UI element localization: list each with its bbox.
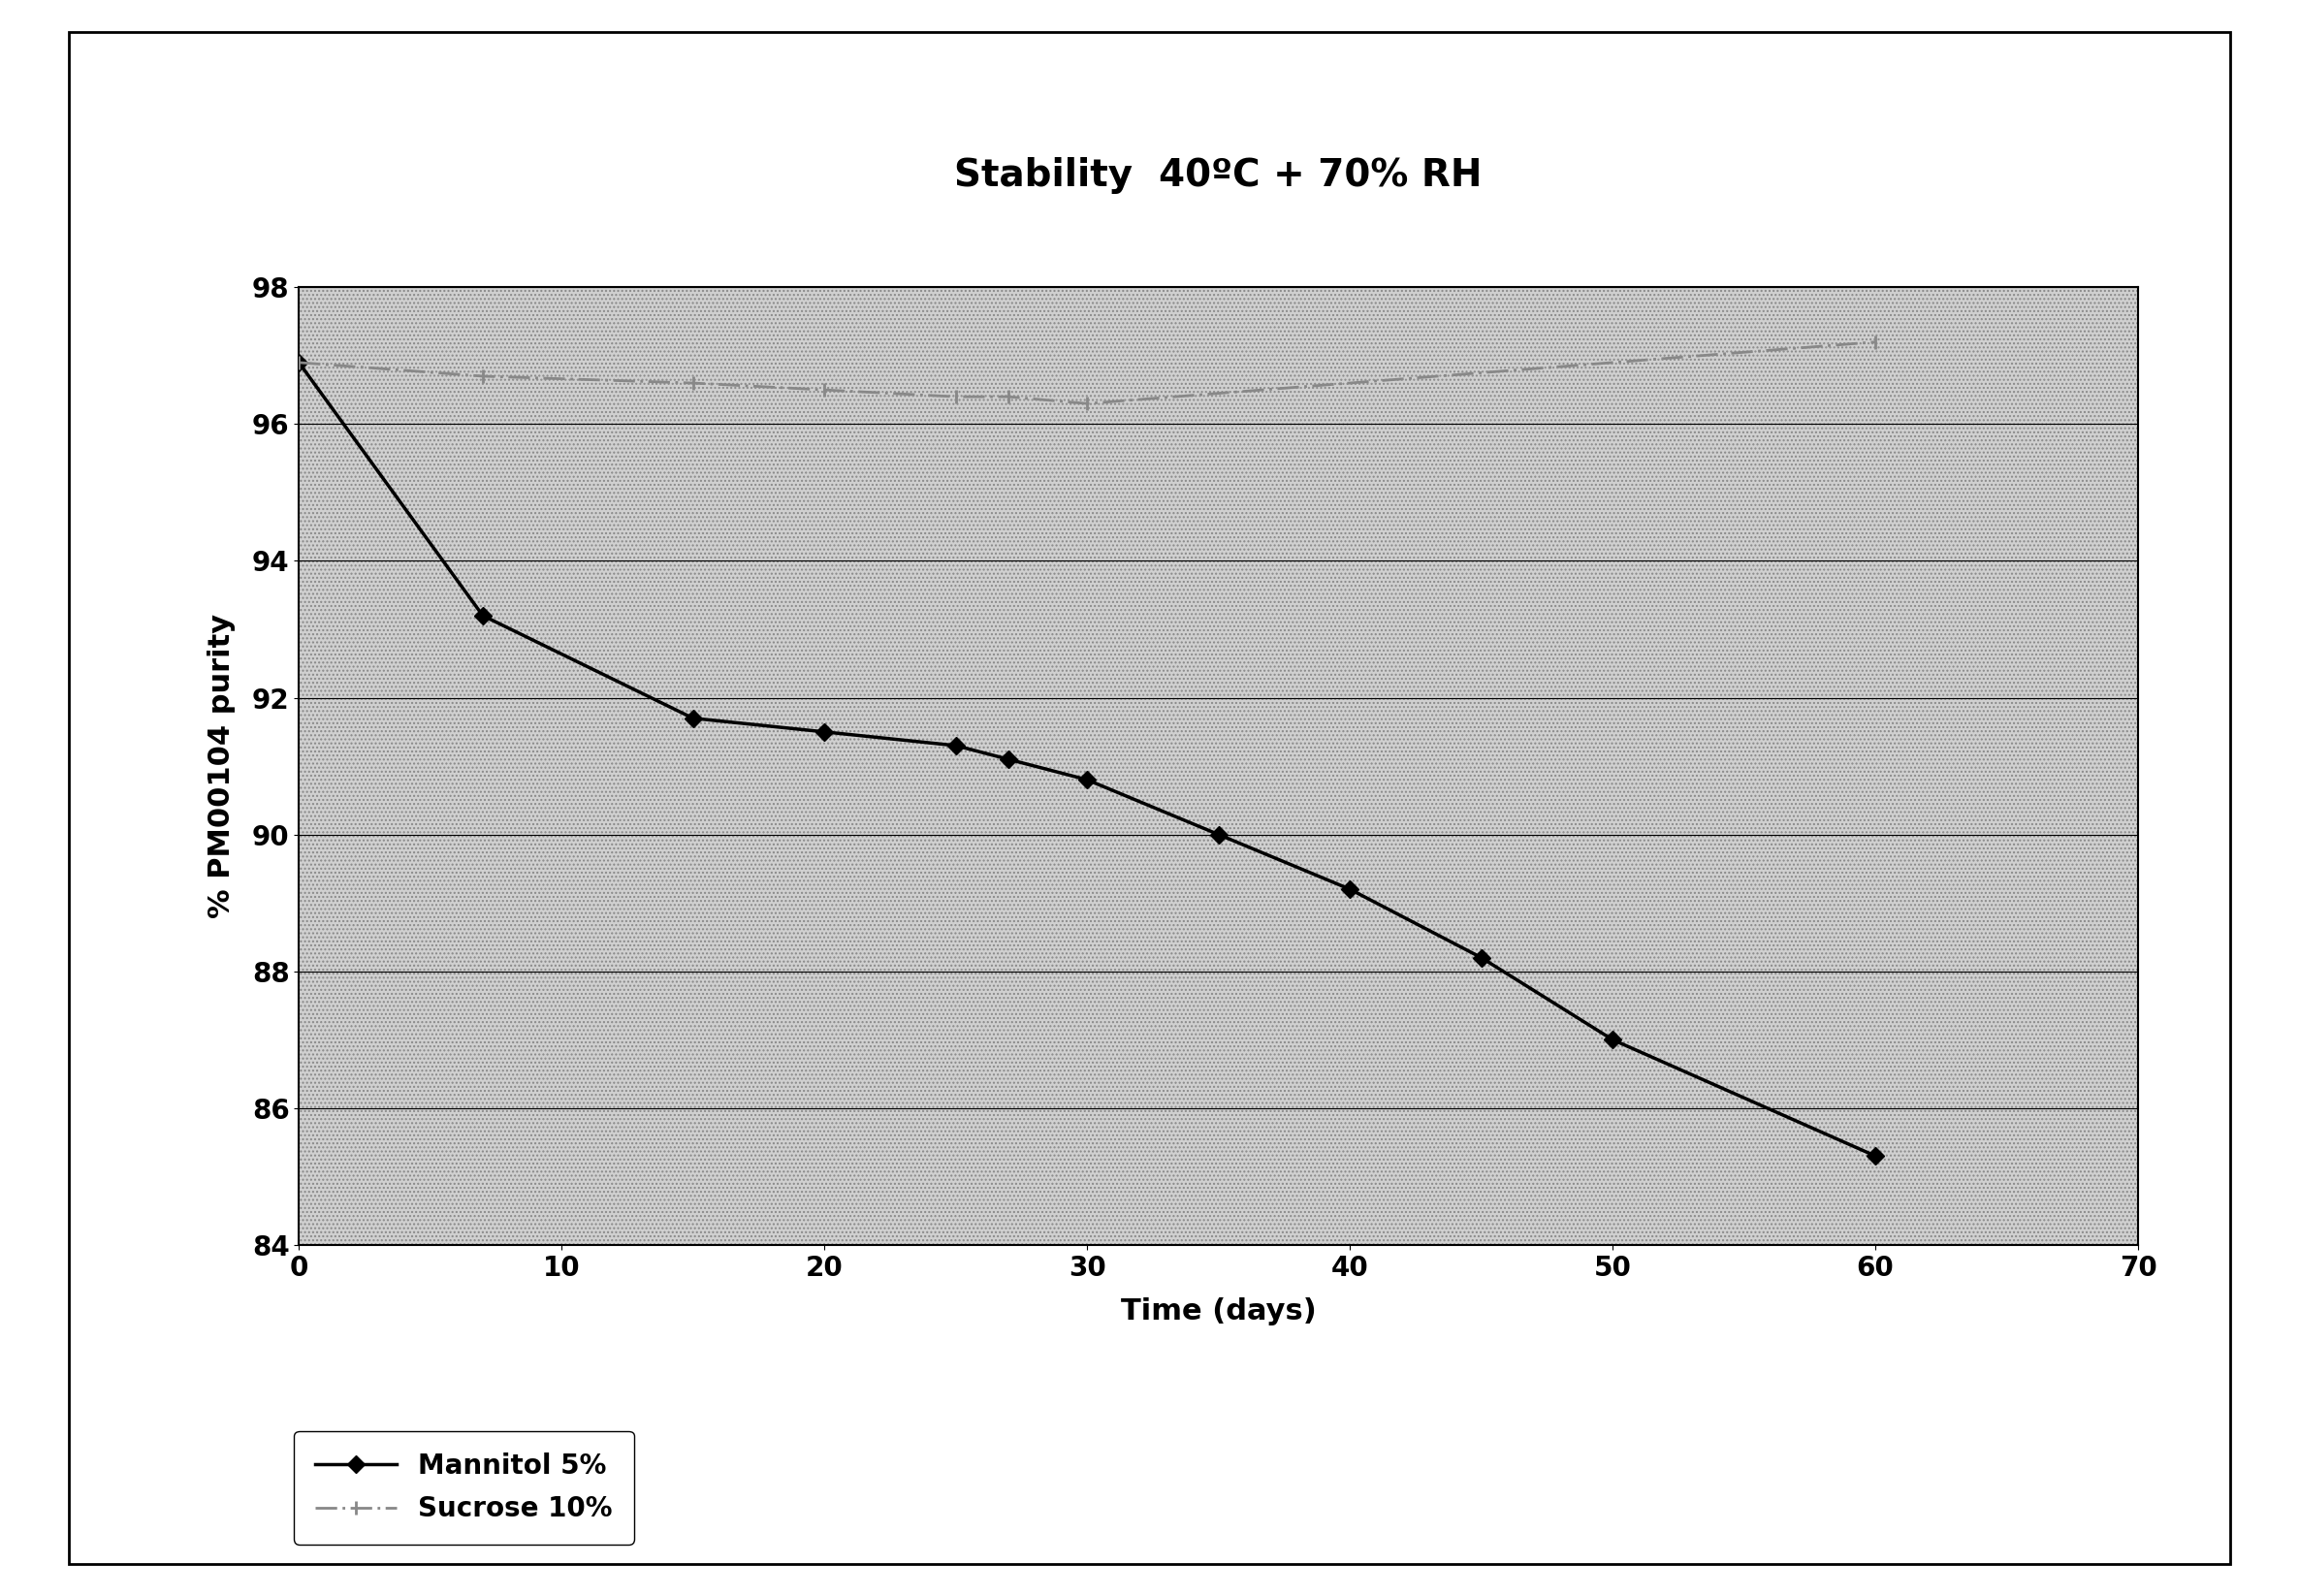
Mannitol 5% (1074, 771, 1101, 790)
Mannitol 5% (1598, 1029, 1625, 1049)
Mannitol 5% (1862, 1146, 1890, 1165)
Mannitol 5% (995, 750, 1023, 769)
Sucrose 10% (995, 388, 1023, 407)
Line: Sucrose 10%: Sucrose 10% (292, 335, 1883, 410)
Mannitol 5% (943, 736, 970, 755)
Mannitol 5% (1336, 879, 1363, 899)
Mannitol 5% (812, 723, 839, 742)
Sucrose 10% (678, 373, 706, 393)
Sucrose 10% (812, 380, 839, 399)
Legend: Mannitol 5%, Sucrose 10%: Mannitol 5%, Sucrose 10% (294, 1430, 635, 1545)
Sucrose 10% (1074, 394, 1101, 413)
Sucrose 10% (469, 367, 497, 386)
Mannitol 5% (1467, 948, 1494, 967)
Sucrose 10% (285, 353, 313, 372)
X-axis label: Time (days): Time (days) (1120, 1298, 1317, 1326)
Mannitol 5% (469, 606, 497, 626)
Mannitol 5% (678, 709, 706, 728)
Sucrose 10% (1862, 332, 1890, 351)
Line: Mannitol 5%: Mannitol 5% (292, 356, 1881, 1162)
Sucrose 10% (943, 388, 970, 407)
Mannitol 5% (285, 353, 313, 372)
Mannitol 5% (1205, 825, 1232, 844)
Y-axis label: % PM00104 purity: % PM00104 purity (207, 614, 237, 918)
Text: Stability  40ºC + 70% RH: Stability 40ºC + 70% RH (954, 156, 1483, 195)
